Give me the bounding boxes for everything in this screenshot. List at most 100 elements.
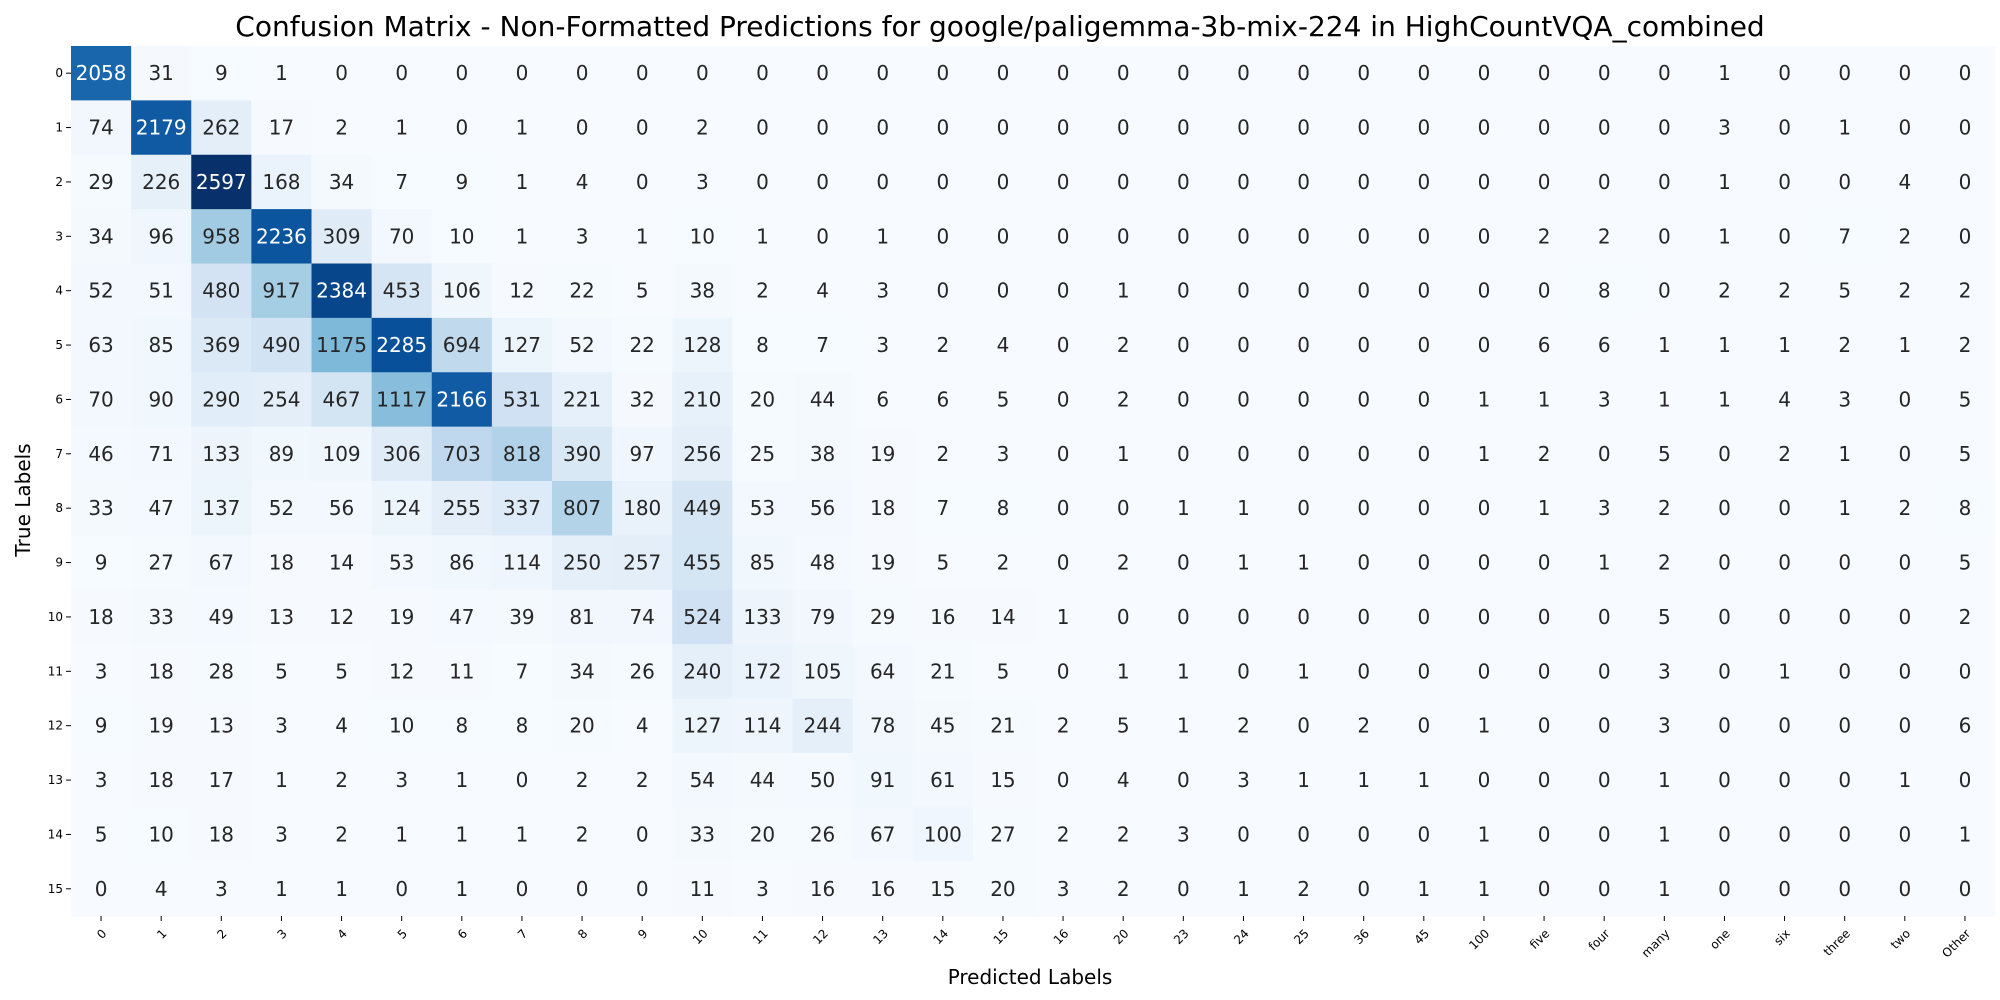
cell-value-label: 5 <box>95 822 108 846</box>
heatmap-cell <box>1634 372 1695 428</box>
heatmap-cell <box>1453 100 1515 156</box>
cell-value-label: 0 <box>1417 551 1430 575</box>
heatmap-cell <box>1514 861 1575 917</box>
heatmap-cell <box>371 317 433 373</box>
cell-value-label: 5 <box>1959 442 1972 466</box>
heatmap-cell <box>1273 154 1335 210</box>
cell-value-label: 0 <box>455 61 468 85</box>
heatmap-cell <box>1273 426 1335 482</box>
heatmap-cell <box>1333 100 1395 156</box>
heatmap-cell <box>672 317 733 373</box>
heatmap-cell <box>1093 752 1154 808</box>
cell-value-label: 19 <box>870 442 895 466</box>
heatmap-cell <box>1393 209 1455 265</box>
heatmap-cell <box>1814 209 1876 265</box>
x-tick-label: Other <box>1939 926 1973 960</box>
heatmap-cell <box>131 535 192 591</box>
heatmap-cell <box>1033 154 1094 210</box>
cell-value-label: 0 <box>1718 551 1731 575</box>
heatmap-cell <box>1273 535 1335 591</box>
cell-value-label: 74 <box>88 116 113 140</box>
heatmap-cell <box>1213 46 1275 101</box>
cell-value-label: 47 <box>449 605 474 629</box>
cell-value-label: 85 <box>750 551 775 575</box>
heatmap-cell <box>1033 100 1094 156</box>
heatmap-cell <box>1213 426 1275 482</box>
heatmap-cell <box>71 372 132 428</box>
cell-value-label: 0 <box>816 61 829 85</box>
cell-value-label: 1 <box>1117 279 1130 303</box>
cell-value-label: 180 <box>623 496 661 520</box>
cell-value-label: 0 <box>876 61 889 85</box>
heatmap-cell <box>371 481 433 536</box>
cell-value-label: 0 <box>1057 116 1070 140</box>
cell-value-label: 0 <box>1718 605 1731 629</box>
heatmap-cell <box>71 807 132 863</box>
cell-value-label: 27 <box>148 551 173 575</box>
heatmap-cell <box>1153 263 1214 319</box>
heatmap-cell <box>672 209 733 265</box>
cell-value-label: 3 <box>876 333 889 357</box>
heatmap-cell <box>1574 535 1635 591</box>
cell-value-label: 0 <box>1838 659 1851 683</box>
heatmap-cell <box>1393 752 1455 808</box>
cell-value-label: 0 <box>816 224 829 248</box>
x-axis-ticks: 0 1 2 3 4 5 6 7 8 9 10 11 12 13 14 15 16 20 23 24 25 36 45 100 f… <box>94 916 1973 960</box>
cell-value-label: 32 <box>629 387 654 411</box>
heatmap-cell <box>1333 861 1395 917</box>
heatmap-cell <box>1754 589 1816 645</box>
heatmap-cell <box>1393 807 1455 863</box>
cell-value-label: 0 <box>1237 116 1250 140</box>
chart-title: Confusion Matrix - Non-Formatted Predict… <box>235 10 1764 43</box>
cell-value-label: 1 <box>1658 387 1671 411</box>
heatmap-cell <box>732 426 794 482</box>
heatmap-cell <box>191 481 252 536</box>
heatmap-cell <box>1333 752 1395 808</box>
x-tick-label: six <box>1771 926 1793 948</box>
cell-value-label: 3 <box>696 170 709 194</box>
y-tick-label: 8 <box>55 501 63 515</box>
heatmap-cell <box>1453 807 1515 863</box>
cell-value-label: 0 <box>1838 822 1851 846</box>
heatmap-cell <box>1093 263 1154 319</box>
cell-value-label: 6 <box>1598 333 1611 357</box>
heatmap-cell <box>251 481 313 536</box>
cell-value-label: 1 <box>1177 496 1190 520</box>
cell-value-label: 6 <box>936 387 949 411</box>
cell-value-label: 1 <box>335 877 348 901</box>
cell-value-label: 3 <box>576 224 589 248</box>
cell-value-label: 2 <box>1357 714 1370 738</box>
heatmap-cell <box>1033 481 1094 536</box>
heatmap-cell <box>1453 154 1515 210</box>
heatmap-cell <box>1814 861 1876 917</box>
heatmap-cell <box>1393 372 1455 428</box>
heatmap-cell <box>912 154 974 210</box>
cell-value-label: 0 <box>1838 61 1851 85</box>
cell-value-label: 1 <box>275 61 288 85</box>
cell-value-label: 0 <box>1718 714 1731 738</box>
heatmap-cell <box>311 263 373 319</box>
cell-value-label: 1 <box>1177 714 1190 738</box>
cell-value-label: 0 <box>997 224 1010 248</box>
heatmap-cell <box>1634 752 1695 808</box>
cell-value-label: 0 <box>1297 605 1310 629</box>
heatmap-cell <box>1033 209 1094 265</box>
cell-value-label: 0 <box>1417 605 1430 629</box>
cell-value-label: 53 <box>750 496 775 520</box>
heatmap-cell <box>1093 861 1154 917</box>
cell-value-label: 5 <box>1959 551 1972 575</box>
heatmap-cell <box>852 644 914 700</box>
heatmap-cell <box>612 861 673 917</box>
cell-value-label: 0 <box>1417 61 1430 85</box>
heatmap-cell <box>552 644 613 700</box>
heatmap-cell <box>71 589 132 645</box>
heatmap-cell <box>1033 535 1094 591</box>
cell-value-label: 19 <box>148 714 173 738</box>
cell-value-label: 47 <box>148 496 173 520</box>
cell-value-label: 3 <box>1838 387 1851 411</box>
cell-value-label: 0 <box>1117 61 1130 85</box>
heatmap-cell <box>1814 46 1876 101</box>
cell-value-label: 6 <box>1538 333 1551 357</box>
cell-value-label: 0 <box>576 61 589 85</box>
cell-value-label: 1 <box>1658 822 1671 846</box>
